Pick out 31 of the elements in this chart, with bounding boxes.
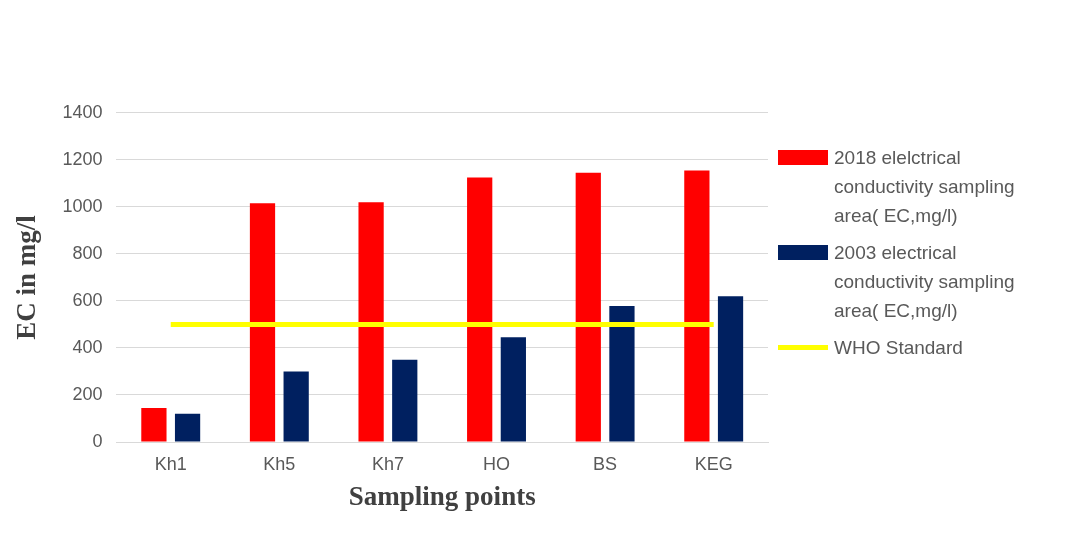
bar [249,203,276,442]
bar [141,407,167,442]
x-tick-label: Kh7 [371,453,404,474]
bar [358,202,384,442]
x-tick-label: KEG [694,453,733,474]
bar [575,172,601,442]
x-tick-label: HO [483,453,511,474]
x-tick-label: Kh1 [154,453,187,474]
y-tick-label: 1200 [62,148,103,169]
y-tick-label: 1400 [62,101,103,122]
x-tick-label: BS [593,453,618,474]
bar [392,359,418,442]
x-tick-label: Kh5 [263,453,296,474]
y-tick-label: 0 [92,430,103,451]
legend-label: WHO Standard [834,336,963,360]
y-axis-title: EC in mg/l [11,214,42,340]
bar [174,413,201,442]
legend-label: 2018 elelctrical conductivity sampling area( EC,mg/l) [834,146,1016,228]
bar [500,337,526,442]
y-tick-label: 1000 [62,195,103,216]
y-tick-label: 400 [72,336,103,357]
bar [684,170,710,442]
legend-label: 2003 electrical conductivity sampling area( EC,mg/l) [834,241,1016,323]
bar [467,177,493,442]
y-tick-label: 800 [72,242,103,263]
y-tick-label: 600 [72,289,103,310]
bar [717,296,744,442]
bar [609,306,635,442]
x-axis-title: Sampling points [348,480,536,511]
y-tick-label: 200 [72,383,103,404]
bar [283,371,309,442]
